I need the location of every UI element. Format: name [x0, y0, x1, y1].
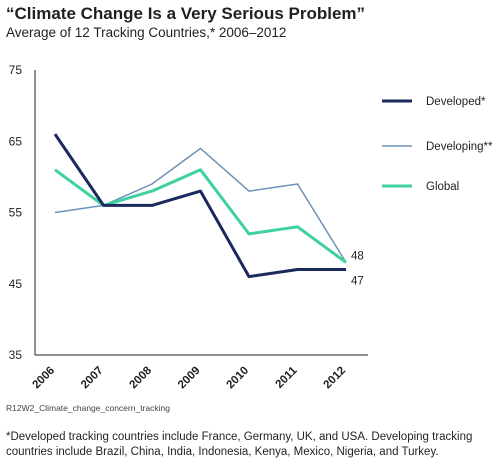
x-tick-label: 2009	[176, 365, 203, 392]
x-tick-label: 2008	[128, 364, 155, 391]
y-tick-label: 45	[9, 277, 23, 291]
y-tick-label: 55	[9, 206, 23, 220]
legend-label-developing: Developing**	[426, 141, 493, 153]
legend: Developed* Developing** Global	[382, 96, 493, 193]
x-tick-label: 2012	[322, 365, 349, 392]
x-tick-labels: 2006 2007 2008 2009 2010 2011 2012	[31, 364, 349, 391]
chart-subtitle: Average of 12 Tracking Countries,* 2006–…	[6, 25, 287, 40]
legend-label-developed: Developed*	[426, 96, 486, 108]
x-tick-label: 2007	[79, 365, 106, 392]
series-line-developing	[54, 147, 347, 263]
y-tick-label: 75	[9, 63, 23, 77]
y-tick-labels: 35 45 55 65 75	[9, 63, 23, 362]
end-labels: 47 48	[351, 250, 364, 287]
x-tick-label: 2011	[273, 364, 300, 391]
chart-title: “Climate Change Is a Very Serious Proble…	[6, 4, 366, 23]
x-tick-label: 2010	[225, 365, 252, 392]
source-note: R12W2_Climate_change_concern_tracking	[6, 403, 170, 413]
series-line-developed	[53, 133, 346, 279]
footnote: *Developed tracking countries include Fr…	[6, 431, 473, 458]
data-label-global: 48	[351, 250, 364, 262]
y-tick-label: 35	[9, 348, 23, 362]
data-label-developed: 47	[351, 276, 364, 288]
series-line-global	[54, 168, 347, 264]
legend-label-global: Global	[426, 181, 459, 193]
series-layer	[53, 133, 347, 279]
x-tick-label: 2006	[31, 365, 58, 392]
y-tick-label: 65	[9, 134, 23, 148]
